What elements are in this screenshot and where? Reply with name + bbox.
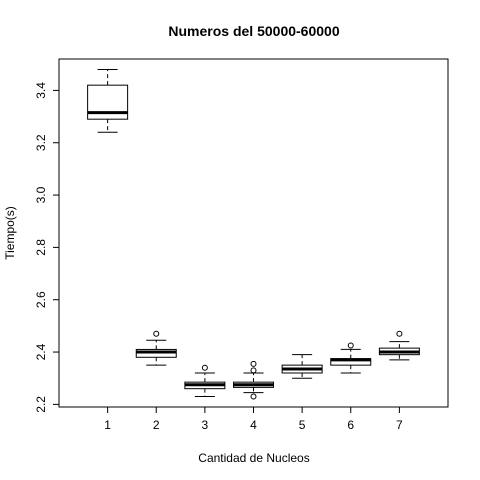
box-group (135, 330, 177, 366)
x-tick-label: 7 (396, 418, 403, 432)
box-group (184, 364, 226, 398)
y-axis-label: Tiempo(s) (3, 206, 17, 260)
x-axis: 1 2 3 4 5 6 7 (104, 406, 403, 432)
y-tick-label: 2.6 (34, 291, 48, 308)
box-group (87, 68, 129, 133)
x-tick-label: 4 (250, 418, 257, 432)
x-tick-label: 5 (299, 418, 306, 432)
y-tick-label: 2.4 (34, 343, 48, 360)
outlier-point (250, 360, 257, 367)
outlier-point (250, 367, 257, 374)
outlier-point (250, 393, 257, 400)
chart-title: Numeros del 50000-60000 (168, 23, 339, 39)
x-axis-label: Cantidad de Nucleos (198, 451, 309, 465)
y-axis: 2.2 2.4 2.6 2.8 3.0 3.2 3.4 (34, 82, 60, 413)
box-group (330, 342, 372, 374)
outlier-point (153, 330, 160, 337)
y-tick-label: 3.4 (34, 82, 48, 99)
box-group (281, 354, 323, 379)
outlier-point (347, 342, 354, 349)
boxes (87, 68, 420, 400)
x-tick-label: 2 (153, 418, 160, 432)
box-group (378, 330, 420, 361)
outlier-point (396, 330, 403, 337)
box-group (233, 360, 274, 400)
outlier-point (201, 364, 208, 371)
x-tick-label: 3 (202, 418, 209, 432)
x-tick-label: 1 (104, 418, 111, 432)
y-tick-label: 3.2 (34, 134, 48, 151)
y-tick-label: 2.2 (34, 396, 48, 413)
x-tick-label: 6 (347, 418, 354, 432)
y-tick-label: 3.0 (34, 186, 48, 203)
y-tick-label: 2.8 (34, 239, 48, 256)
